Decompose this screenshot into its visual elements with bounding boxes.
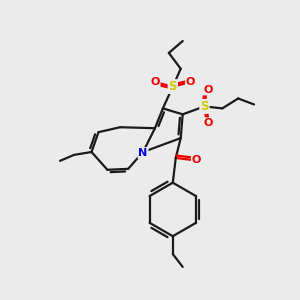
Text: O: O <box>186 76 195 87</box>
Text: O: O <box>204 118 213 128</box>
Text: S: S <box>169 80 177 93</box>
Text: O: O <box>204 85 213 94</box>
Text: O: O <box>150 76 160 87</box>
Text: S: S <box>200 100 209 113</box>
Text: O: O <box>192 155 201 165</box>
Text: N: N <box>138 148 148 158</box>
